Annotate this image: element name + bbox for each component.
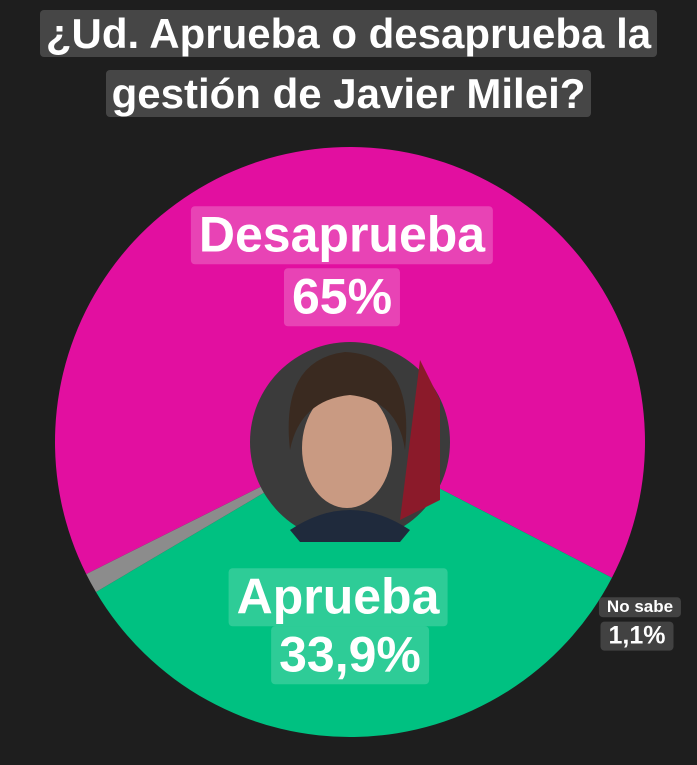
portrait-flag	[400, 360, 440, 520]
chart-title: ¿Ud. Aprueba o desaprueba la gestión de …	[0, 4, 697, 124]
portrait	[250, 342, 450, 542]
portrait-face	[302, 388, 392, 508]
portrait-hair	[288, 352, 407, 450]
slice-name: Desaprueba	[190, 206, 494, 264]
slice-value: 33,9%	[271, 626, 429, 684]
slice-name: No sabe	[598, 597, 682, 617]
title-text: ¿Ud. Aprueba o desaprueba la gestión de …	[39, 10, 658, 117]
pie-slice	[95, 442, 612, 737]
slice-value: 65%	[283, 268, 401, 326]
portrait-suit	[290, 510, 410, 542]
slice-name: Aprueba	[228, 568, 448, 626]
slice-value: 1,1%	[600, 621, 674, 651]
